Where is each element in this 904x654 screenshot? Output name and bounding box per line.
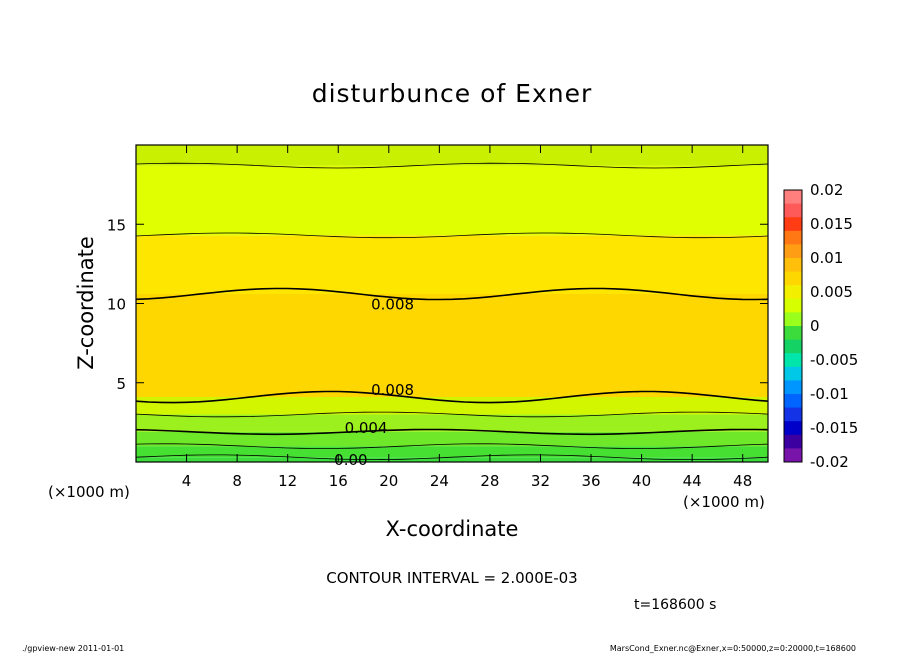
x-tick-label: 24: [430, 472, 449, 490]
colorbar-segment: [784, 285, 802, 300]
colorbar-label: -0.015: [810, 419, 858, 437]
x-unit-right: (×1000 m): [683, 493, 765, 511]
contour-band: [136, 165, 768, 236]
chart-title: disturbunce of Exner: [312, 79, 593, 108]
colorbar-frame: [783, 189, 803, 463]
plot-area: 0.008 0.008 0.004 0.00: [135, 145, 769, 469]
x-tick-label: 36: [581, 472, 600, 490]
colorbar-segment: [784, 312, 802, 327]
contour-band: [136, 457, 768, 462]
colorbar-segment: [784, 258, 802, 273]
contour-line: [135, 428, 769, 436]
footer-left: ./gpview-new 2011-01-01: [22, 644, 124, 653]
colorbar-segment: [784, 190, 802, 205]
x-tick-label: 44: [683, 472, 702, 490]
colorbar-segment: [784, 380, 802, 395]
contour-label: 0.008: [371, 381, 414, 399]
y-tick-label: 5: [116, 375, 126, 393]
colorbar-segment: [784, 230, 802, 245]
contour-band: [136, 431, 768, 447]
x-tick-label: 4: [182, 472, 192, 490]
colorbar-label: -0.005: [810, 351, 858, 369]
colorbar-segment: [784, 271, 802, 286]
colorbar-segment: [784, 366, 802, 381]
contour-label: 0.008: [371, 296, 414, 314]
colorbar-label: -0.01: [810, 385, 849, 403]
x-tick-label: 12: [278, 472, 297, 490]
colorbar-label: 0: [810, 317, 820, 335]
colorbar-segment: [784, 448, 802, 463]
contour-line: [135, 162, 769, 169]
x-tick-label: 32: [531, 472, 550, 490]
contour-line: [135, 411, 769, 418]
colorbar-segment: [784, 434, 802, 449]
x-axis-label: X-coordinate: [386, 517, 519, 541]
x-tick-label: 40: [632, 472, 651, 490]
contour-band: [136, 446, 768, 458]
colorbar-segment: [784, 326, 802, 341]
y-axis-label: Z-coordinate: [74, 236, 98, 370]
contour-band: [136, 414, 768, 432]
x-tick-label: 48: [733, 472, 752, 490]
colorbar-label: 0.005: [810, 283, 853, 301]
colorbar-segment: [784, 421, 802, 436]
contour-line: [135, 232, 769, 239]
colorbar: 0.02 0.015 0.01 0.005 0 -0.005 -0.01 -0.015 -0.0…: [783, 181, 858, 471]
contour-line: [135, 287, 769, 301]
contour-band: [136, 293, 768, 398]
colorbar-label: 0.01: [810, 249, 843, 267]
time-label: t=168600 s: [634, 597, 716, 613]
x-axis: 4 8 12 16 20 24 28 32 36 40 44 48: [182, 145, 752, 490]
contour-line: [135, 390, 769, 404]
contour-label: 0.004: [345, 419, 388, 437]
y-tick-label: 15: [107, 216, 126, 234]
x-tick-label: 28: [480, 472, 499, 490]
y-axis: 5 10 15: [107, 216, 768, 393]
colorbar-segment: [784, 203, 802, 218]
x-unit-left: (×1000 m): [48, 483, 130, 501]
y-tick-label: 10: [107, 296, 126, 314]
contour-line: [135, 443, 769, 449]
contour-line: [135, 454, 769, 460]
footer-right: MarsCond_Exner.nc@Exner,x=0:50000,z=0:20…: [610, 644, 856, 653]
contour-band: [136, 397, 768, 415]
colorbar-segment: [784, 407, 802, 422]
colorbar-segment: [784, 394, 802, 409]
x-tick-label: 16: [329, 472, 348, 490]
contour-interval-note: CONTOUR INTERVAL = 2.000E-03: [326, 569, 577, 587]
contour-band: [136, 235, 768, 294]
colorbar-label: 0.015: [810, 215, 853, 233]
colorbar-segment: [784, 298, 802, 313]
colorbar-segment: [784, 244, 802, 259]
colorbar-label: 0.02: [810, 181, 843, 199]
colorbar-label: -0.02: [810, 453, 849, 471]
contour-band: [136, 145, 768, 166]
colorbar-segment: [784, 217, 802, 232]
x-tick-label: 8: [232, 472, 242, 490]
colorbar-segment: [784, 339, 802, 354]
contour-label: 0.00: [334, 451, 367, 469]
x-tick-label: 20: [379, 472, 398, 490]
colorbar-segment: [784, 353, 802, 368]
